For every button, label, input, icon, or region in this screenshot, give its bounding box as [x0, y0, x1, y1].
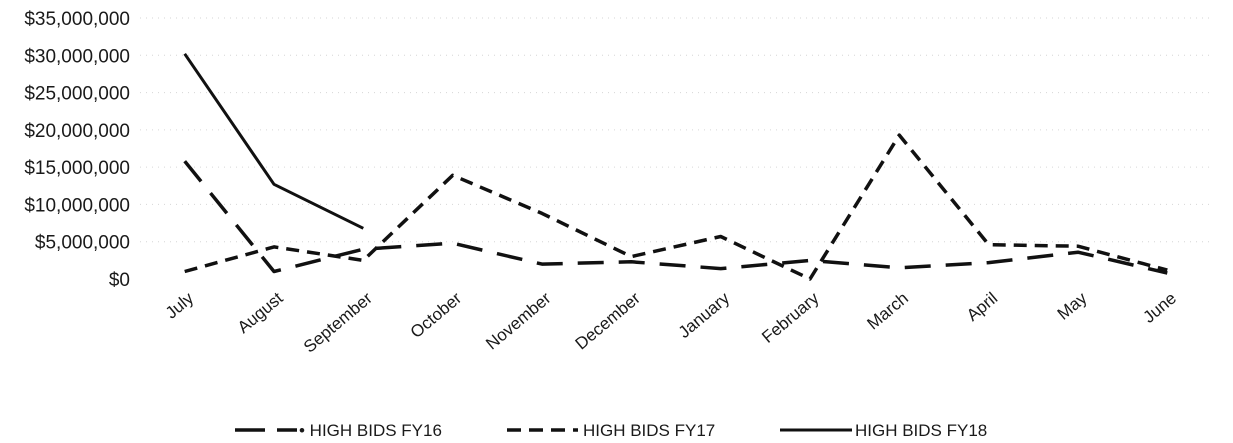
series-lines [183, 52, 1168, 281]
x-tick-label: October [407, 288, 466, 342]
gridlines [140, 17, 1212, 243]
x-tick-label: February [758, 288, 823, 347]
legend-label: HIGH BIDS FY17 [583, 421, 715, 440]
x-tick-label: August [234, 288, 287, 337]
y-axis-tick-labels: $0 $5,000,000 $10,000,000 $15,000,000 $20,00… [24, 9, 130, 291]
legend-label: • HIGH BIDS FY16 [299, 421, 442, 440]
y-tick-label: $10,000,000 [24, 195, 130, 216]
x-tick-label: December [572, 288, 645, 353]
x-tick-label: September [300, 288, 376, 356]
legend-label: HIGH BIDS FY18 [855, 421, 987, 440]
x-tick-label: May [1054, 288, 1091, 324]
y-tick-label: $35,000,000 [24, 9, 130, 30]
x-tick-label: March [864, 289, 912, 334]
y-tick-label: $5,000,000 [35, 233, 130, 254]
y-tick-label: $0 [109, 270, 130, 291]
legend-item: HIGH BIDS FY18 [780, 421, 987, 440]
x-tick-label: January [675, 288, 734, 342]
series-line [183, 52, 364, 230]
legend: • HIGH BIDS FY16 HIGH BIDS FY17 HIGH BIDS … [235, 421, 987, 440]
legend-item: • HIGH BIDS FY16 [235, 421, 442, 440]
x-tick-label: July [162, 288, 198, 322]
x-tick-label: June [1139, 289, 1179, 327]
y-tick-label: $20,000,000 [24, 121, 130, 142]
y-tick-label: $25,000,000 [24, 84, 130, 105]
series-line [184, 133, 1168, 281]
x-axis-tick-labels: July August September October November Decemb… [162, 288, 1180, 356]
legend-item: HIGH BIDS FY17 [507, 421, 715, 440]
y-tick-label: $15,000,000 [24, 158, 130, 179]
x-tick-label: November [482, 288, 555, 353]
x-tick-label: April [963, 289, 1001, 325]
series-line [183, 160, 1168, 275]
y-tick-label: $30,000,000 [24, 46, 130, 67]
